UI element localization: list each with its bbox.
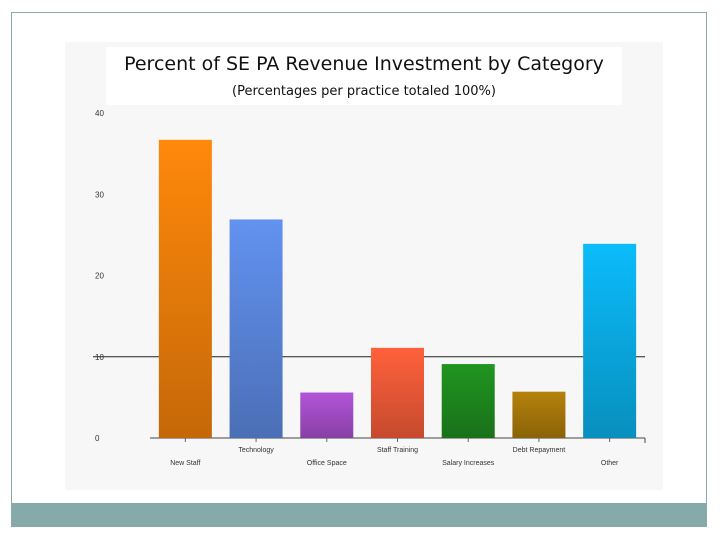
bar [512, 391, 566, 438]
bar [229, 219, 283, 438]
bar [441, 364, 495, 438]
y-tick-label: 20 [95, 272, 104, 281]
x-tick-label: Technology [238, 447, 274, 454]
slide-footer-bar [12, 503, 706, 526]
bar [371, 347, 424, 438]
chart-subtitle: (Percentages per practice totaled 100%) [232, 84, 496, 99]
chart-title-box [106, 47, 622, 105]
y-tick-label: 10 [95, 353, 104, 362]
x-tick-label: Other [601, 460, 619, 467]
x-tick-label: New Staff [170, 460, 200, 467]
y-tick-label: 30 [95, 190, 104, 199]
chart-title: Percent of SE PA Revenue Investment by C… [124, 53, 604, 75]
x-tick-label: Salary Increases [442, 460, 495, 467]
x-tick-label: Office Space [307, 460, 347, 467]
bar [300, 392, 354, 438]
bar [158, 139, 212, 438]
x-tick-label: Staff Training [377, 447, 418, 454]
y-tick-label: 0 [95, 434, 100, 443]
bar [583, 243, 637, 438]
x-tick-label: Debt Repayment [513, 447, 566, 454]
y-tick-label: 40 [95, 109, 104, 118]
